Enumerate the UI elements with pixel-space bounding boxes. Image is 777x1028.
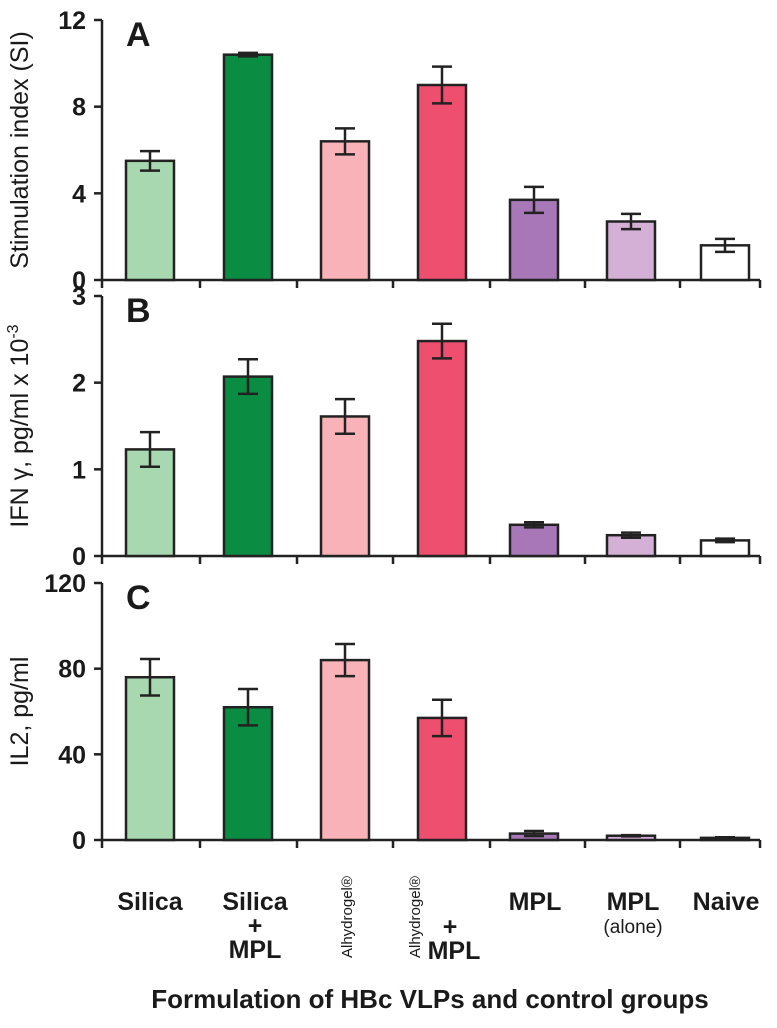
bar-c-1	[222, 705, 274, 842]
y-tick-label: 0	[72, 543, 86, 571]
x-label-silica-mpl: Silica	[222, 888, 288, 916]
panel-c: 0 40 80 120 C IL2, pg/ml	[6, 570, 762, 855]
x-category-labels: Silica Silica + MPL Alhydrogel® Alhydrog…	[117, 876, 759, 965]
y-tick-label: 3	[72, 283, 86, 311]
x-label-silica-mpl-mpl: MPL	[229, 936, 282, 964]
y-tick-label: 8	[72, 94, 86, 122]
y-axis-title: IFN γ, pg/ml x 10-3	[5, 324, 34, 527]
x-label-alhydrogel-mpl: Alhydrogel®	[407, 876, 424, 958]
x-axis-title: Formulation of HBc VLPs and control grou…	[151, 984, 709, 1014]
x-label-alhydrogel-mpl-plus: +	[443, 913, 458, 941]
y-tick-label: 120	[44, 570, 86, 598]
y-tick-label: 4	[72, 180, 86, 208]
y-tick-label: 0	[72, 827, 86, 855]
panel-b: 0 1 2 3 B IFN γ, pg/ml x 10-3	[5, 283, 762, 571]
panel-a: 0 4 8 12 A Stimulation index (SI)	[6, 7, 762, 295]
bar-b-1	[222, 375, 274, 558]
x-label-naive: Naive	[693, 888, 760, 916]
bar-a-0	[124, 159, 176, 282]
bar-b-2	[319, 415, 371, 558]
y-tick-label: 80	[58, 656, 86, 684]
x-label-silica-mpl-plus: +	[248, 912, 263, 940]
y-tick-label: 0	[72, 267, 86, 295]
x-label-mpl-alone: MPL	[607, 888, 660, 916]
y-tick-label: 40	[58, 741, 86, 769]
bar-c-2	[319, 658, 371, 842]
y-axis-title: IL2, pg/ml	[6, 657, 34, 767]
bar-a-2	[319, 140, 371, 282]
y-tick-label: 1	[72, 456, 86, 484]
bar-c-3	[416, 716, 468, 842]
x-label-mpl: MPL	[509, 888, 562, 916]
x-label-mpl-alone-sub: (alone)	[603, 917, 662, 938]
y-tick-label: 2	[72, 370, 86, 398]
x-label-alhydrogel: Alhydrogel®	[339, 876, 356, 958]
y-axis-title: Stimulation index (SI)	[6, 31, 34, 269]
bar-b-4	[508, 523, 560, 558]
bar-a-1	[222, 53, 274, 282]
panel-letter: C	[126, 579, 151, 617]
panel-letter: B	[126, 292, 151, 330]
bar-a-3	[416, 83, 468, 282]
x-label-alhydrogel-mpl-mpl: MPL	[428, 937, 481, 965]
x-label-silica: Silica	[117, 888, 183, 916]
bar-c-0	[124, 675, 176, 842]
y-tick-label: 12	[58, 7, 86, 35]
panel-letter: A	[126, 16, 151, 54]
bar-b-3	[416, 339, 468, 558]
